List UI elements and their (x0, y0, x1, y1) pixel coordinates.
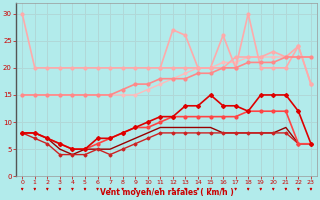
X-axis label: Vent moyen/en rafales ( km/h ): Vent moyen/en rafales ( km/h ) (100, 188, 234, 197)
